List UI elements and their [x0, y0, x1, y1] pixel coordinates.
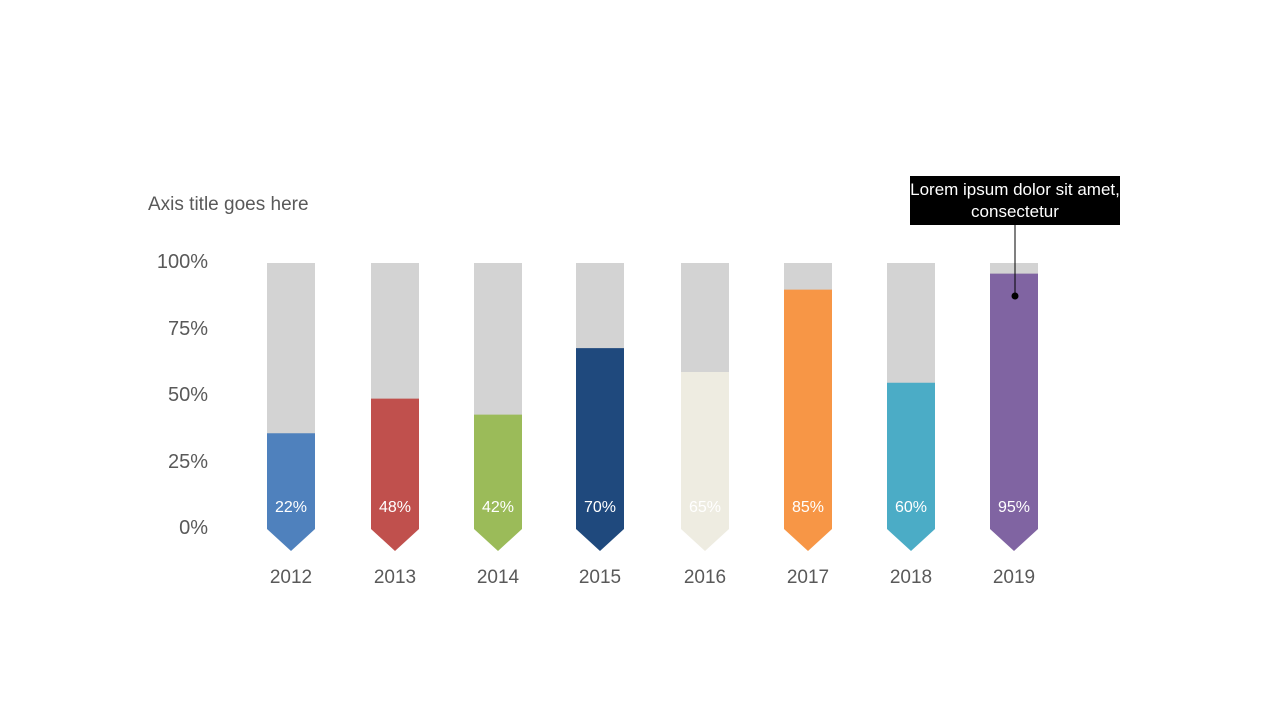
- bar-2019: [990, 273, 1038, 551]
- x-tick-label: 2016: [683, 567, 727, 588]
- y-tick-label: 100%: [156, 251, 208, 273]
- y-tick-label: 50%: [167, 384, 208, 406]
- bar-2017: [784, 289, 832, 551]
- x-tick-label: 2012: [269, 567, 313, 588]
- x-tick-label: 2019: [992, 567, 1036, 588]
- data-label: 70%: [584, 499, 616, 516]
- y-tick-label: 75%: [167, 317, 208, 340]
- y-axis-title: Axis title goes here: [148, 194, 309, 215]
- x-tick-label: 2018: [889, 567, 933, 588]
- data-label: 65%: [689, 499, 721, 516]
- data-label: 42%: [482, 499, 514, 516]
- callout-marker: [1011, 292, 1019, 300]
- annotation-callout: Lorem ipsum dolor sit amet, consectetur: [910, 176, 1120, 225]
- x-tick-label: 2015: [578, 567, 622, 588]
- data-label: 60%: [895, 499, 927, 516]
- bar-2016: [681, 372, 729, 551]
- x-tick-label: 2017: [786, 567, 830, 588]
- bar-2012: [267, 433, 315, 551]
- x-tick-label: 2014: [476, 567, 520, 588]
- y-tick-label: 25%: [167, 450, 208, 473]
- data-label: 85%: [792, 499, 824, 516]
- bar-2013: [371, 398, 419, 551]
- y-tick-label: 0%: [179, 517, 208, 539]
- x-tick-label: 2013: [373, 567, 417, 588]
- data-label: 48%: [379, 499, 411, 516]
- bar-2015: [576, 348, 624, 551]
- data-label: 95%: [998, 499, 1030, 516]
- data-label: 22%: [275, 499, 307, 516]
- bar-2014: [474, 414, 522, 551]
- bar-2018: [887, 382, 935, 551]
